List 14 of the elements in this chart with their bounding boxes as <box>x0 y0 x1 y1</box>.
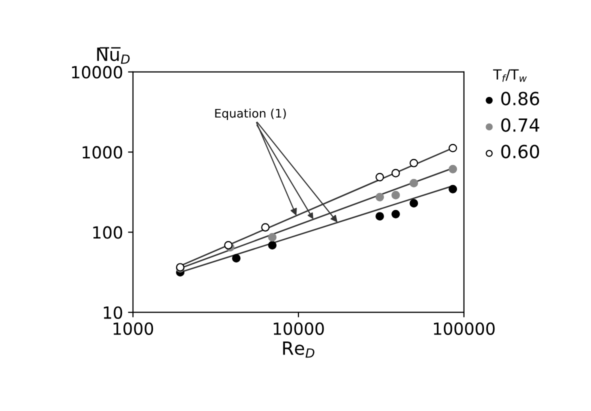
legend-label: 0.74 <box>501 118 540 132</box>
x-tick-label: 100000 <box>434 322 495 335</box>
legend-title: T$_{f}$/T$_{w}$ <box>493 69 527 82</box>
x-tick-label: 10000 <box>274 322 324 335</box>
y-axis-title: N̅u̅$_{D}$ <box>97 47 130 64</box>
y-tick-label: 10 <box>104 306 122 319</box>
y-tick-label: 100 <box>93 226 122 239</box>
annotation: Equation (1) <box>215 108 286 120</box>
y-tick-label: 10000 <box>72 66 122 78</box>
y-tick-label: 1000 <box>82 146 122 159</box>
x-tick-label: 1000 <box>114 322 154 335</box>
legend-label: 0.86 <box>501 92 540 106</box>
x-axis-title: Re$_{D}$ <box>283 342 314 358</box>
legend-label: 0.60 <box>501 144 540 158</box>
